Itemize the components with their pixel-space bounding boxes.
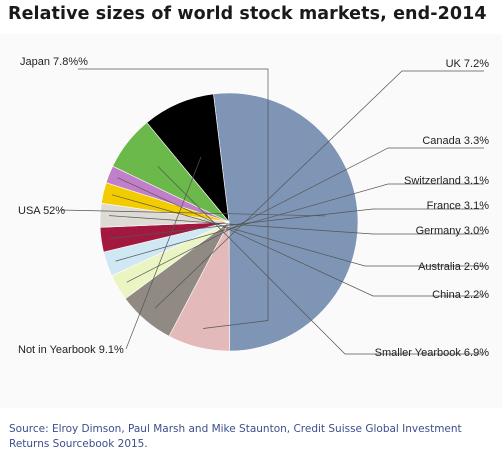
leader-line [110,208,484,239]
page-title: Relative sizes of world stock markets, e… [8,4,487,24]
leader-line [78,68,269,329]
slice-label: USA 52% [18,205,65,217]
label-leader-lines [60,68,484,355]
leader-line [117,177,484,297]
leader-line [126,147,484,283]
leader-line [154,70,484,309]
pie-chart: USA 52% Japan 7.8%% UK 7.2% Canada 3.3% Swit… [18,56,489,359]
leader-line [125,156,202,350]
leader-line [112,194,484,267]
chart-panel: USA 52% Japan 7.8%% UK 7.2% Canada 3.3% Swit… [0,34,502,408]
slice-label: Australia 2.6% [418,261,489,273]
slice-label: UK 7.2% [446,58,490,70]
pie-slice [213,92,359,352]
slice-labels: USA 52% Japan 7.8%% UK 7.2% Canada 3.3% Swit… [18,56,489,359]
source-note: Source: Elroy Dimson, Paul Marsh and Mik… [9,423,462,450]
pie-slice [146,93,230,223]
slice-label: China 2.2% [432,289,489,301]
leader-line [157,166,484,355]
leader-line [109,215,484,235]
slice-label: Germany 3.0% [416,225,490,237]
slice-label: Switzerland 3.1% [404,175,489,187]
slice-label: Not in Yearbook 9.1% [18,344,124,356]
slice-label: Smaller Yearbook 6.9% [375,347,490,359]
slice-label: Canada 3.3% [422,135,489,147]
slice-label: France 3.1% [427,200,490,212]
leader-line [115,183,484,262]
slice-label: Japan 7.8%% [20,56,88,68]
pie-slices [99,92,359,352]
